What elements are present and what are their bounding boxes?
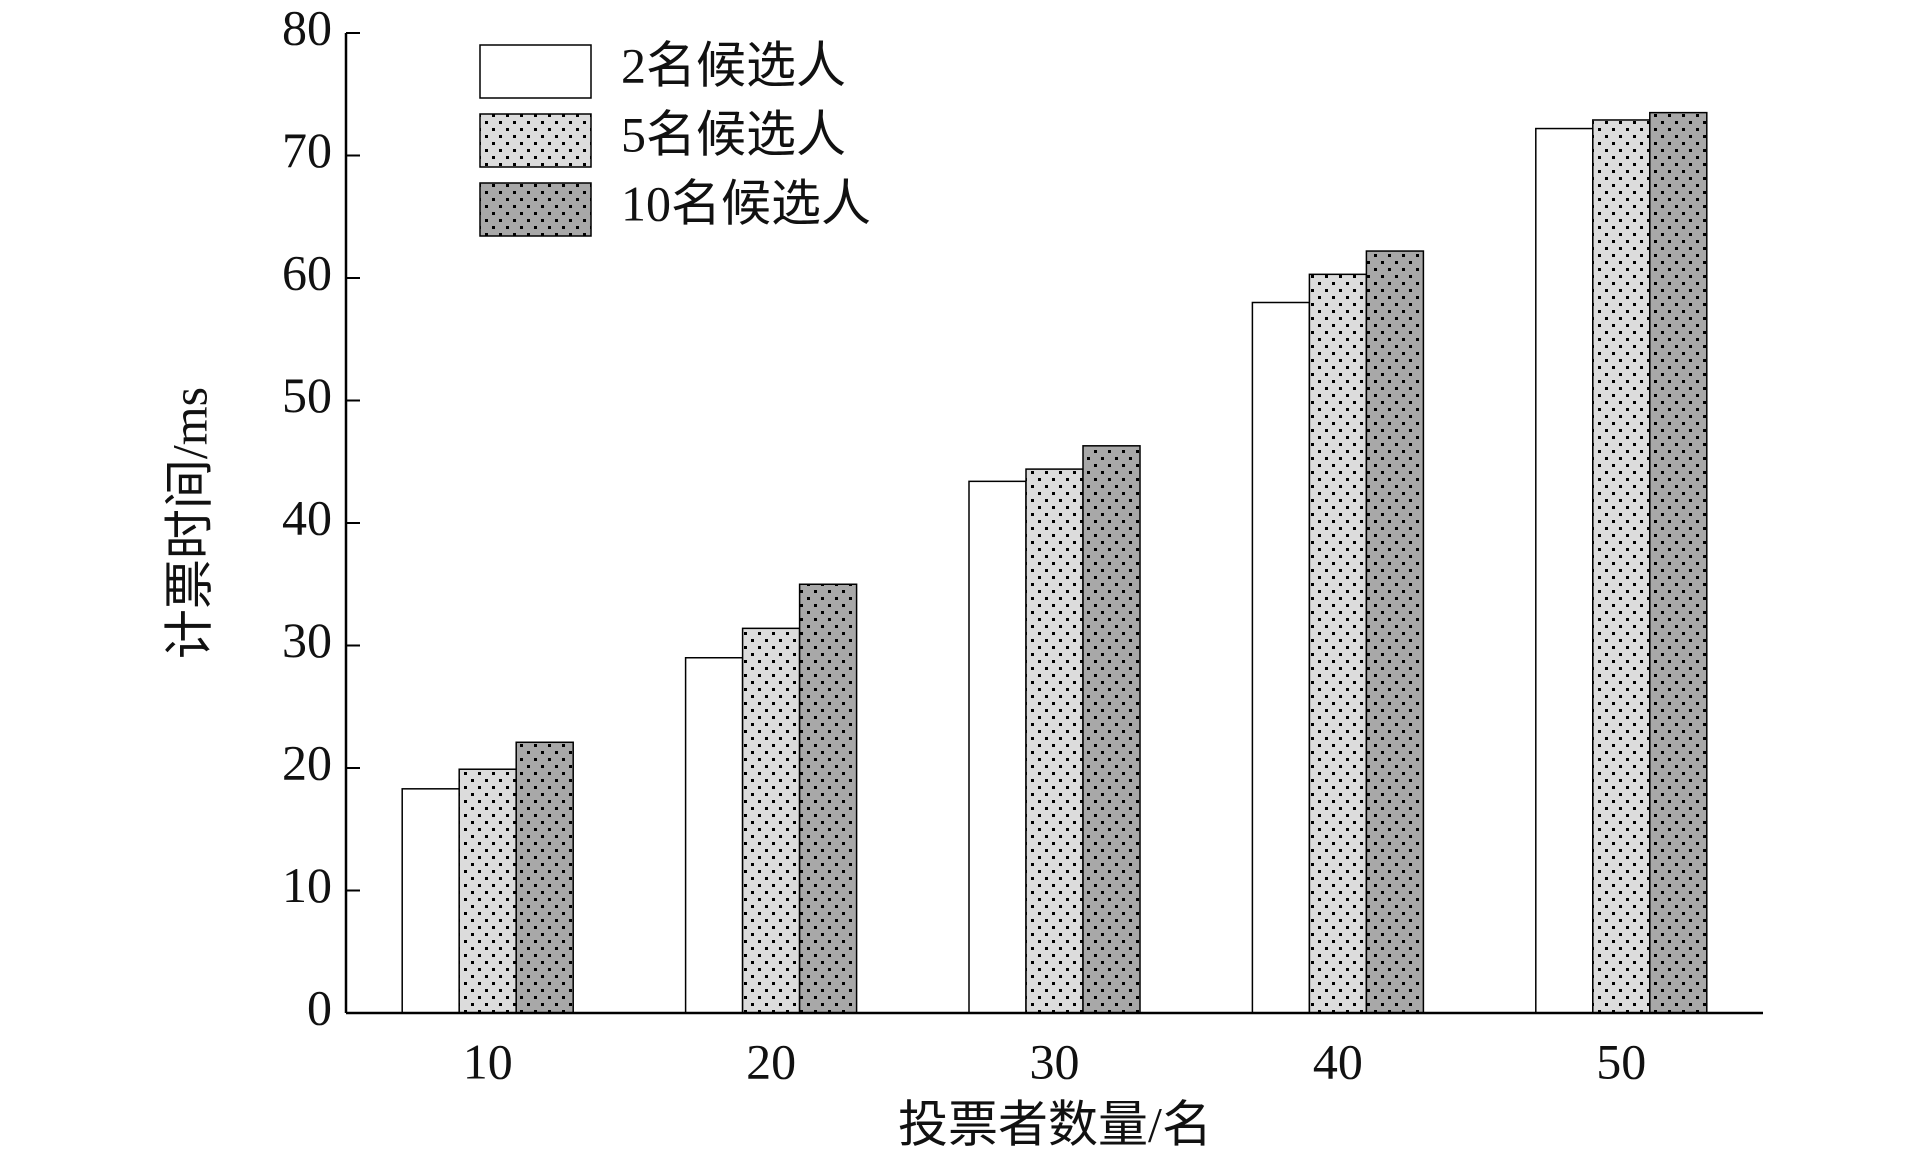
- y-tick-label: 80: [282, 0, 332, 55]
- bar: [1535, 127, 1594, 1014]
- y-tick-label: 30: [282, 612, 332, 668]
- x-tick-label: 10: [463, 1033, 513, 1089]
- bar: [798, 583, 858, 1014]
- bar: [458, 768, 517, 1014]
- y-tick-label: 40: [282, 489, 332, 545]
- bar: [1649, 111, 1708, 1014]
- bar: [1025, 468, 1084, 1014]
- bar: [968, 480, 1027, 1014]
- y-tick-label: 60: [282, 244, 332, 300]
- bar: [1592, 119, 1651, 1014]
- bar: [1308, 273, 1368, 1014]
- legend-label: 2名候选人: [621, 37, 846, 93]
- x-tick-label: 30: [1030, 1033, 1080, 1089]
- bar: [741, 627, 801, 1014]
- legend-label: 5名候选人: [621, 106, 846, 162]
- y-tick-label: 50: [282, 367, 332, 423]
- bar: [684, 657, 744, 1014]
- x-tick-label: 50: [1596, 1033, 1646, 1089]
- bar: [401, 788, 460, 1014]
- y-tick-label: 10: [282, 857, 332, 913]
- y-axis-label: 计票时间/ms: [161, 387, 217, 659]
- legend-label: 10名候选人: [621, 175, 871, 231]
- y-tick-label: 0: [307, 979, 332, 1035]
- x-tick-label: 40: [1313, 1033, 1363, 1089]
- y-tick-label: 70: [282, 122, 332, 178]
- bar: [1365, 250, 1425, 1014]
- bar: [1251, 301, 1311, 1014]
- bar: [515, 741, 574, 1014]
- bar: [1082, 445, 1141, 1014]
- x-axis-label: 投票者数量/名: [898, 1096, 1212, 1152]
- legend-swatch: [479, 182, 592, 237]
- x-tick-label: 20: [746, 1033, 796, 1089]
- legend-swatch: [479, 113, 592, 168]
- y-tick-label: 20: [282, 734, 332, 790]
- legend-swatch: [479, 44, 592, 99]
